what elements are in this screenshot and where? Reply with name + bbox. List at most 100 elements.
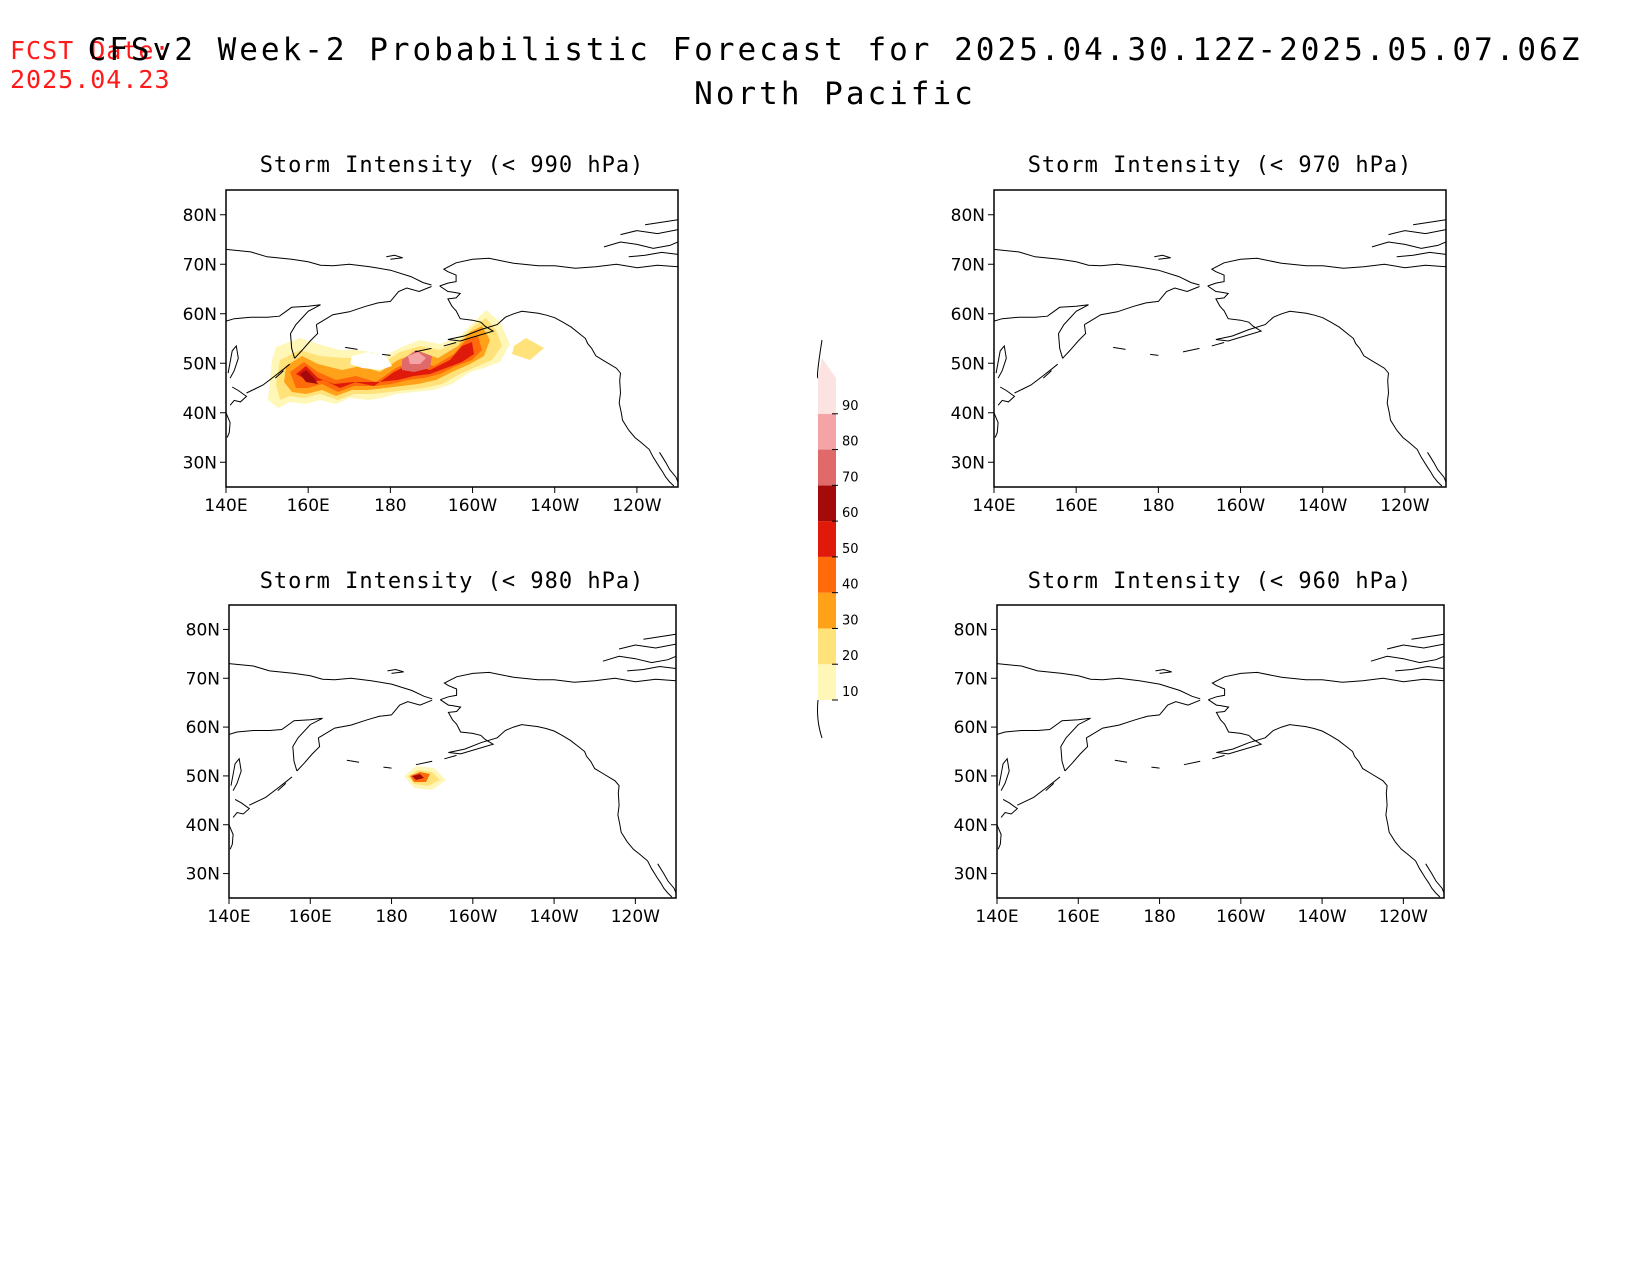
coastline-segment bbox=[994, 248, 1200, 286]
coastline-segment bbox=[439, 257, 678, 287]
lon-tick-label: 160W bbox=[448, 907, 497, 927]
map-frame bbox=[225, 189, 679, 488]
coastline-segment bbox=[296, 737, 321, 772]
coastline-segment bbox=[230, 757, 242, 791]
lat-tick-label: 60N bbox=[186, 718, 220, 738]
coastline-segment bbox=[997, 717, 1091, 772]
colorbar-swatch bbox=[818, 485, 836, 522]
coastline-segment bbox=[229, 824, 234, 850]
prob-area-60 bbox=[412, 774, 424, 780]
island-chain bbox=[444, 754, 457, 760]
panel-title: Storm Intensity (< 990 hPa) bbox=[260, 153, 645, 178]
coastline-segment bbox=[659, 452, 678, 483]
axes: 140E 160E 180 160W 140W 120W 30N 40N 50N 60N 70N 80… bbox=[951, 206, 1430, 516]
coastline-segment bbox=[318, 699, 433, 739]
lon-tick-label: 140W bbox=[529, 907, 578, 927]
map-frame bbox=[996, 604, 1445, 899]
coastline-segment bbox=[1208, 671, 1444, 701]
coastline-segment bbox=[1155, 668, 1172, 674]
lon-tick-label: 120W bbox=[1380, 496, 1429, 516]
lon-tick-label: 160E bbox=[1055, 496, 1098, 516]
island-chain bbox=[1150, 353, 1159, 356]
coastline-segment bbox=[994, 412, 999, 438]
colorbar-swatch bbox=[818, 413, 836, 450]
coastline-segment bbox=[1064, 737, 1089, 772]
colorbar-swatch bbox=[818, 628, 836, 665]
colorbar-label: 30 bbox=[842, 613, 859, 628]
coastline-segment bbox=[294, 324, 319, 359]
lat-tick-label: 30N bbox=[954, 865, 988, 885]
coastline-segment bbox=[995, 344, 1007, 379]
colorbar: 10 20 30 40 50 60 70 80 90 bbox=[817, 339, 859, 739]
coastline-segment bbox=[229, 717, 323, 772]
colorbar-swatch bbox=[818, 556, 836, 593]
coastline-segment bbox=[1371, 241, 1446, 249]
region-title: North Pacific bbox=[694, 76, 976, 112]
lat-tick-label: 70N bbox=[951, 255, 985, 275]
forecast-date-value: 2025.04.23 bbox=[10, 65, 171, 94]
prob-area-80 bbox=[408, 352, 426, 364]
island-chain bbox=[1114, 759, 1128, 763]
forecast-date-label: FCST Date: bbox=[10, 36, 171, 65]
coastline-segment bbox=[1411, 633, 1444, 640]
map-frame bbox=[993, 189, 1447, 488]
coastline-segment bbox=[1086, 699, 1201, 739]
lon-tick-label: 180 bbox=[374, 496, 406, 516]
panel-990: Storm Intensity (< 990 hPa) 140E 160E 180 1… bbox=[183, 153, 679, 516]
lat-tick-label: 30N bbox=[186, 865, 220, 885]
island-chain bbox=[346, 759, 360, 763]
coastline-segment bbox=[226, 412, 231, 438]
probability-shading bbox=[404, 766, 446, 790]
coastline-segment bbox=[1413, 219, 1446, 226]
lon-tick-label: 180 bbox=[1142, 496, 1174, 516]
coastline-segment bbox=[447, 310, 675, 487]
island-chain bbox=[1182, 347, 1200, 353]
prob-area-30 bbox=[284, 326, 490, 396]
colorbar-label: 50 bbox=[842, 542, 859, 557]
panel-970: Storm Intensity (< 970 hPa) 140E 160E 180 1… bbox=[951, 153, 1447, 516]
coastline-segment bbox=[997, 824, 1002, 850]
coastlines bbox=[997, 633, 1444, 898]
lat-tick-label: 50N bbox=[954, 767, 988, 787]
colorbar-swatch bbox=[818, 664, 836, 700]
lon-tick-label: 140E bbox=[972, 496, 1015, 516]
coastline-segment bbox=[1207, 285, 1263, 342]
coastline-segment bbox=[643, 633, 676, 640]
coastline-segment bbox=[227, 344, 239, 379]
coastline-segment bbox=[440, 671, 676, 701]
lat-tick-label: 40N bbox=[186, 816, 220, 836]
coastline-segment bbox=[386, 254, 403, 260]
coastline-segment bbox=[1215, 310, 1443, 487]
coastlines bbox=[994, 219, 1446, 487]
prob-area-50 bbox=[296, 342, 474, 388]
coastline-segment bbox=[232, 798, 251, 818]
map-frame bbox=[228, 604, 677, 899]
island-chain bbox=[383, 766, 392, 769]
colorbar-top-edge bbox=[817, 339, 823, 379]
coastline-segment bbox=[602, 655, 676, 664]
coastline-segment bbox=[618, 643, 676, 650]
panel-title: Storm Intensity (< 960 hPa) bbox=[1028, 569, 1413, 594]
lon-tick-label: 160W bbox=[448, 496, 497, 516]
panel-title: Storm Intensity (< 980 hPa) bbox=[260, 569, 645, 594]
lat-tick-label: 70N bbox=[183, 255, 217, 275]
coastline-segment bbox=[620, 229, 678, 236]
colorbar-label: 10 bbox=[842, 685, 859, 700]
lon-tick-label: 120W bbox=[611, 907, 660, 927]
lon-tick-label: 120W bbox=[1379, 907, 1428, 927]
lat-tick-label: 60N bbox=[951, 305, 985, 325]
coastline-segment bbox=[316, 286, 432, 326]
lat-tick-label: 40N bbox=[954, 816, 988, 836]
coastline-segment bbox=[1207, 257, 1446, 287]
lat-tick-label: 50N bbox=[183, 354, 217, 374]
coastline-segment bbox=[246, 363, 291, 394]
island-chain bbox=[1113, 346, 1126, 350]
prob-hole bbox=[350, 352, 392, 370]
coastline-segment bbox=[1425, 863, 1444, 894]
coastline-segment bbox=[994, 304, 1089, 359]
lon-tick-label: 140W bbox=[530, 496, 579, 516]
lon-tick-label: 160W bbox=[1216, 496, 1265, 516]
axes: 140E 160E 180 160W 140W 120W 30N 40N 50N 60N 70N 80… bbox=[183, 206, 662, 516]
coastlines bbox=[229, 633, 676, 898]
